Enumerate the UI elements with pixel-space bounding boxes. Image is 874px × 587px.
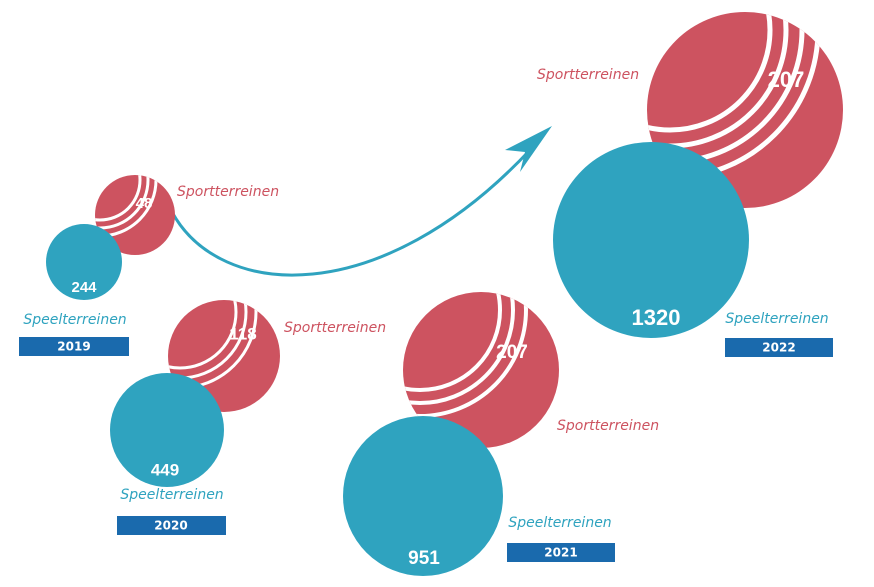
year-label: 2019 [57, 340, 90, 354]
speel-label: Speelterreinen [508, 515, 611, 531]
speel-label: Speelterreinen [120, 487, 223, 503]
track-lines [403, 292, 528, 418]
year-label: 2022 [762, 341, 795, 355]
speel-value: 1320 [632, 305, 681, 330]
speel-circle [110, 373, 224, 487]
sport-label: Sportterreinen [284, 320, 386, 336]
speel-label: Speelterreinen [23, 312, 126, 328]
sport-value: 48 [136, 195, 153, 212]
sport-circle [403, 292, 559, 448]
year-box [19, 337, 129, 356]
sport-value: 118 [229, 324, 256, 343]
speel-label: Speelterreinen [725, 311, 828, 327]
track-lines [95, 175, 158, 238]
speel-circle [553, 142, 749, 338]
year-label: 2020 [154, 519, 187, 533]
year-box [117, 516, 226, 535]
speel-circle [46, 224, 122, 300]
year-box [725, 338, 833, 357]
sport-value: 207 [768, 67, 805, 92]
sport-value: 207 [496, 342, 528, 363]
year-box [507, 543, 615, 562]
speel-value: 244 [71, 279, 97, 296]
speel-circle [343, 416, 503, 576]
sport-label: Sportterreinen [537, 67, 639, 83]
year-label: 2021 [544, 546, 577, 560]
speel-value: 449 [151, 460, 179, 479]
sport-label: Sportterreinen [177, 184, 279, 200]
arrow-head [505, 126, 552, 172]
arrow [170, 148, 532, 277]
speel-value: 951 [408, 548, 440, 569]
sport-label: Sportterreinen [557, 418, 659, 434]
